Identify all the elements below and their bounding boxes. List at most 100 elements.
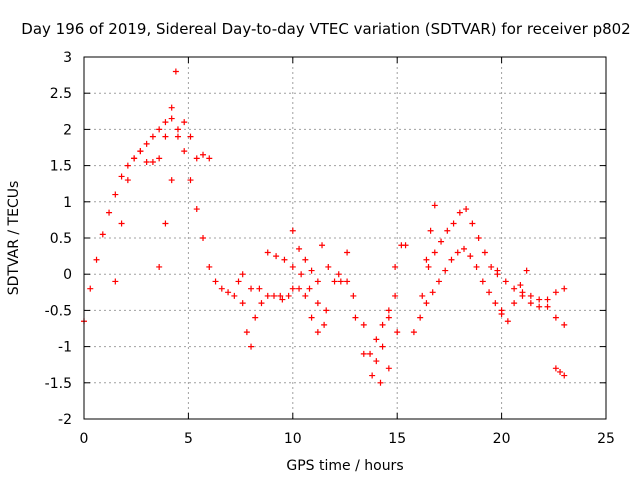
data-point — [323, 307, 330, 314]
y-tick-label: 1.5 — [50, 159, 72, 175]
data-point — [498, 311, 505, 318]
data-point — [454, 249, 461, 256]
data-point — [306, 285, 313, 292]
y-tick-label: -1.5 — [45, 376, 72, 392]
data-point — [527, 300, 534, 307]
series-arc-15 — [494, 267, 568, 328]
data-point — [337, 278, 344, 285]
x-tick-label: 25 — [597, 431, 615, 447]
data-point — [162, 133, 169, 140]
data-point — [511, 300, 518, 307]
data-point — [435, 278, 442, 285]
data-point — [502, 278, 509, 285]
series-arc-13 — [410, 245, 505, 336]
data-point — [252, 314, 259, 321]
data-point — [187, 177, 194, 184]
data-point — [331, 278, 338, 285]
series-arc-9 — [335, 242, 409, 386]
data-point — [200, 151, 207, 158]
data-point — [314, 278, 321, 285]
data-point — [344, 278, 351, 285]
data-point — [385, 307, 392, 314]
data-point — [392, 263, 399, 270]
data-point — [225, 289, 232, 296]
data-point — [172, 68, 179, 75]
data-point — [277, 292, 284, 299]
data-point — [463, 206, 470, 213]
data-point — [200, 235, 207, 241]
data-point — [298, 271, 305, 278]
data-point — [106, 209, 113, 216]
data-point — [360, 321, 367, 328]
data-point — [162, 220, 169, 227]
x-tick-label: 15 — [388, 431, 406, 447]
data-point — [321, 321, 328, 328]
data-point — [271, 292, 278, 299]
data-point — [248, 285, 255, 292]
series-arc-8 — [319, 242, 357, 299]
data-point — [479, 278, 486, 285]
data-point — [431, 202, 438, 209]
data-point — [438, 238, 445, 245]
y-tick-label: -0.5 — [45, 303, 72, 319]
data-point — [264, 292, 271, 299]
series-arc-12 — [419, 206, 501, 299]
data-point — [187, 133, 194, 140]
x-tick-label: 5 — [184, 431, 193, 447]
data-point — [431, 249, 438, 256]
data-point — [373, 336, 380, 343]
data-point — [561, 285, 568, 292]
data-point — [469, 220, 476, 227]
series-arc-16 — [498, 267, 530, 325]
y-tick-label: 0 — [63, 267, 72, 283]
data-point — [557, 368, 564, 375]
series-arc-6 — [279, 285, 328, 336]
data-point — [419, 292, 426, 299]
data-point — [296, 245, 303, 252]
data-point — [296, 285, 303, 292]
series-arc-14 — [423, 202, 438, 263]
data-point — [423, 300, 430, 307]
data-point — [544, 303, 551, 310]
data-point — [314, 329, 321, 336]
data-point — [193, 206, 200, 213]
data-point — [552, 289, 559, 296]
data-point — [385, 314, 392, 321]
data-point — [218, 285, 225, 292]
plot-area — [81, 68, 568, 386]
data-point — [350, 292, 357, 299]
data-point — [181, 119, 188, 126]
data-point — [314, 300, 321, 307]
grid — [84, 57, 606, 419]
data-point — [243, 329, 250, 336]
data-point — [450, 220, 457, 227]
data-point — [494, 267, 501, 274]
data-point — [162, 119, 169, 126]
data-point — [373, 358, 380, 365]
data-point — [344, 249, 351, 256]
x-tick-label: 0 — [80, 431, 89, 447]
data-point — [544, 296, 551, 303]
data-point — [118, 173, 125, 180]
data-point — [174, 133, 181, 140]
data-point — [168, 177, 175, 184]
data-point — [239, 271, 246, 278]
data-point — [504, 318, 511, 325]
data-point — [448, 256, 455, 263]
data-point — [467, 253, 474, 260]
data-point — [308, 314, 315, 321]
series-arc-7 — [289, 227, 321, 285]
data-point — [481, 249, 488, 256]
data-point — [552, 365, 559, 372]
data-point — [561, 321, 568, 328]
data-point — [258, 300, 265, 307]
data-point — [379, 343, 386, 350]
data-point — [511, 285, 518, 292]
data-point — [143, 158, 150, 165]
data-point — [248, 343, 255, 350]
data-point — [319, 242, 326, 249]
data-point — [379, 321, 386, 328]
data-point — [461, 245, 468, 252]
data-point — [256, 285, 263, 292]
data-point — [212, 278, 219, 285]
